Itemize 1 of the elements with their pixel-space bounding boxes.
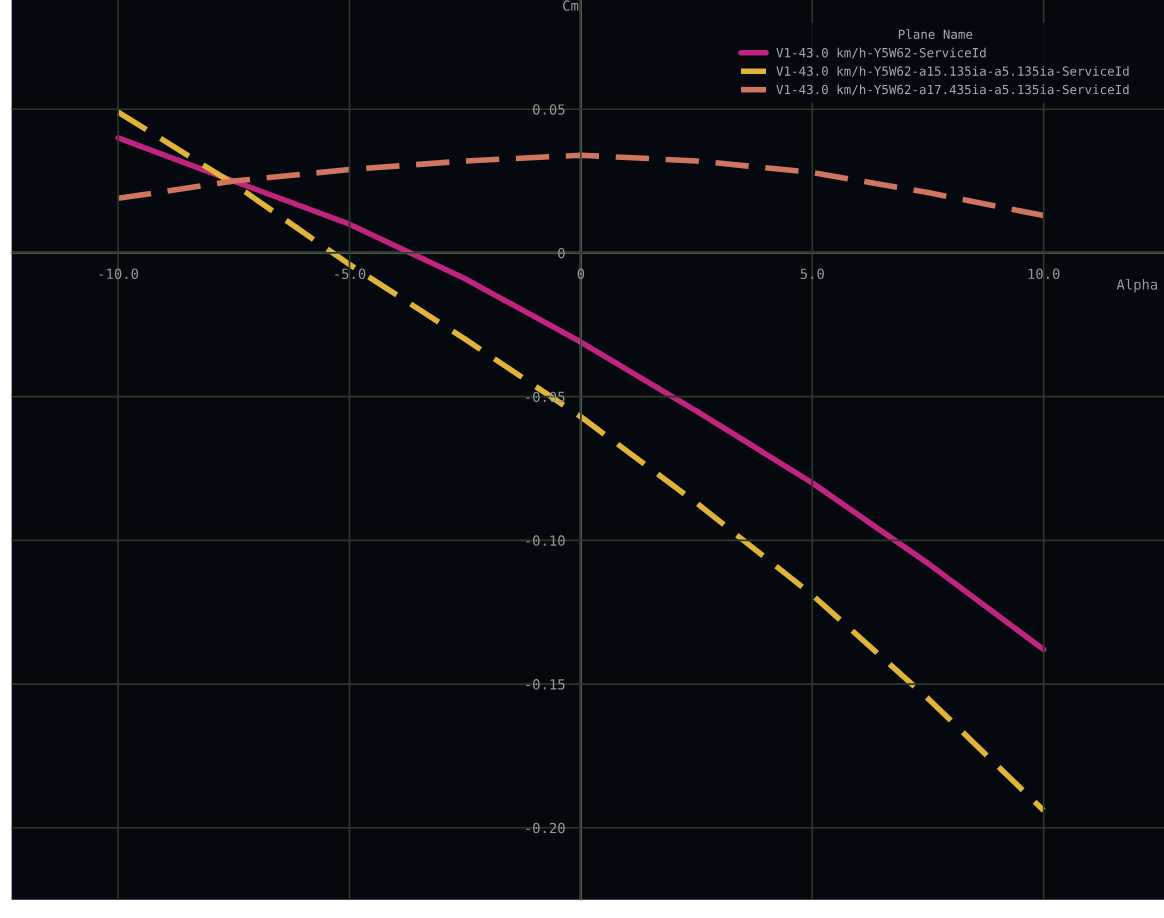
line-series xyxy=(115,152,1047,219)
